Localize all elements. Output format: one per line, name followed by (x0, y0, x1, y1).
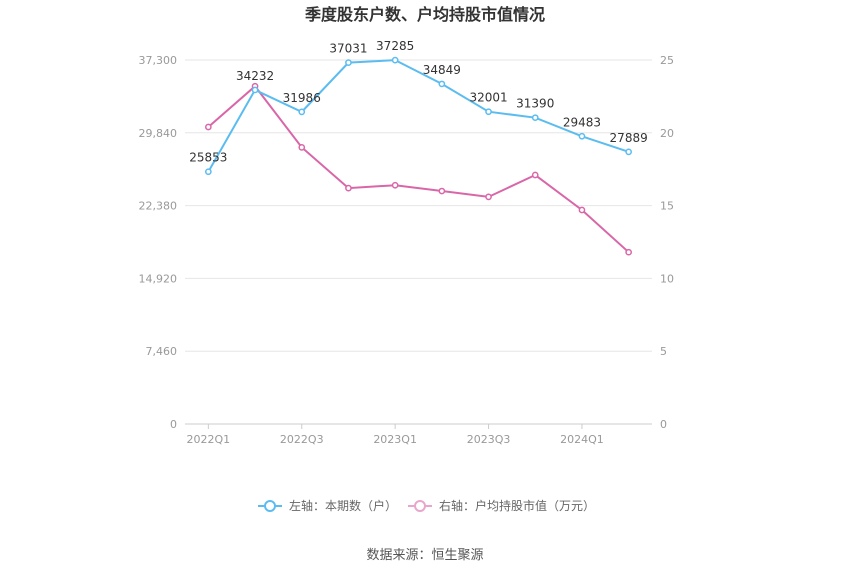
data-point-avg-market-value (345, 184, 352, 192)
right-tick-label: 25 (660, 54, 674, 67)
source-note: 数据来源：恒生聚源 (366, 548, 483, 563)
legend-item-left-series[interactable]: 左轴：本期数（户） (258, 498, 397, 513)
data-point-avg-market-value (438, 187, 446, 195)
series-line-households (207, 59, 629, 173)
left-axis: 0 7,460 14,920 22,380 29,840 37,300 (139, 54, 178, 431)
data-point-avg-market-value (298, 144, 306, 151)
legend-marker-right (414, 500, 426, 512)
series-layer: 25853 34232 31986 37031 37285 34849 32001 31390… (189, 39, 648, 256)
left-tick-label: 14,920 (139, 272, 178, 285)
data-point-households (531, 114, 539, 122)
data-point-households (485, 108, 492, 116)
right-tick-label: 0 (660, 418, 667, 431)
right-axis: 0 5 10 15 20 25 (660, 54, 674, 431)
left-tick-label: 29,840 (139, 127, 178, 140)
legend-label-left: 左轴：本期数（户） (289, 498, 397, 513)
data-label: 34849 (423, 63, 461, 77)
data-label: 37285 (376, 39, 414, 53)
legend-label-right: 右轴：户均持股市值（万元） (439, 498, 595, 513)
x-tick-label: 2022Q3 (280, 433, 324, 446)
right-tick-label: 20 (660, 127, 674, 140)
data-point-households (345, 59, 352, 66)
x-tick-label: 2023Q1 (373, 433, 417, 446)
grid (185, 59, 652, 425)
data-point-households (298, 108, 306, 116)
data-point-avg-market-value (578, 206, 586, 214)
series-line-avg-market-value (207, 84, 630, 253)
data-point-avg-market-value (531, 171, 539, 179)
legend-item-right-series[interactable]: 右轴：户均持股市值（万元） (408, 498, 595, 513)
data-point-households (251, 86, 259, 94)
data-label: 37031 (329, 42, 367, 56)
left-tick-label: 22,380 (139, 200, 178, 213)
left-tick-label: 7,460 (146, 345, 178, 358)
data-point-avg-market-value (625, 248, 633, 256)
data-point-households (438, 80, 446, 88)
x-axis: 2022Q1 2022Q3 2023Q1 2023Q3 2024Q1 (187, 424, 604, 446)
data-label: 32001 (469, 91, 507, 105)
right-tick-label: 10 (660, 272, 674, 285)
data-point-avg-market-value (485, 193, 492, 201)
data-label: 34232 (236, 69, 274, 83)
data-label: 31986 (283, 91, 321, 105)
data-point-households (625, 148, 633, 156)
x-tick-label: 2022Q1 (187, 433, 231, 446)
right-tick-label: 5 (660, 345, 667, 358)
chart-title: 季度股东户数、户均持股市值情况 (304, 5, 545, 24)
x-tick-label: 2023Q3 (467, 433, 511, 446)
left-tick-label: 0 (170, 418, 177, 431)
right-tick-label: 15 (660, 200, 674, 213)
data-point-avg-market-value (205, 123, 212, 131)
data-point-households (578, 132, 586, 140)
data-point-households (205, 168, 212, 176)
x-tick-label: 2024Q1 (560, 433, 604, 446)
left-tick-label: 37,300 (139, 54, 178, 67)
data-point-avg-market-value (391, 181, 399, 189)
data-label: 25853 (189, 151, 227, 165)
data-point-households (391, 56, 399, 64)
legend[interactable]: 左轴：本期数（户） 右轴：户均持股市值（万元） (258, 498, 595, 513)
data-label: 27889 (610, 131, 648, 145)
legend-marker-left (264, 500, 276, 512)
data-label: 29483 (563, 115, 601, 129)
data-label: 31390 (516, 97, 554, 111)
